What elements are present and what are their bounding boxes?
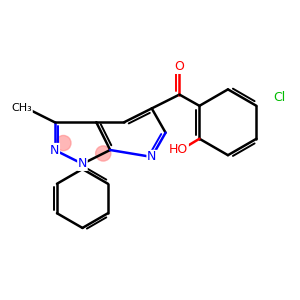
Text: CH₃: CH₃ (11, 103, 32, 113)
Circle shape (56, 136, 71, 151)
Text: N: N (147, 150, 156, 164)
Text: O: O (175, 60, 184, 74)
Circle shape (96, 146, 111, 161)
Text: Cl: Cl (273, 91, 285, 104)
Text: N: N (78, 158, 87, 170)
Text: HO: HO (169, 142, 188, 156)
Text: N: N (50, 143, 59, 157)
